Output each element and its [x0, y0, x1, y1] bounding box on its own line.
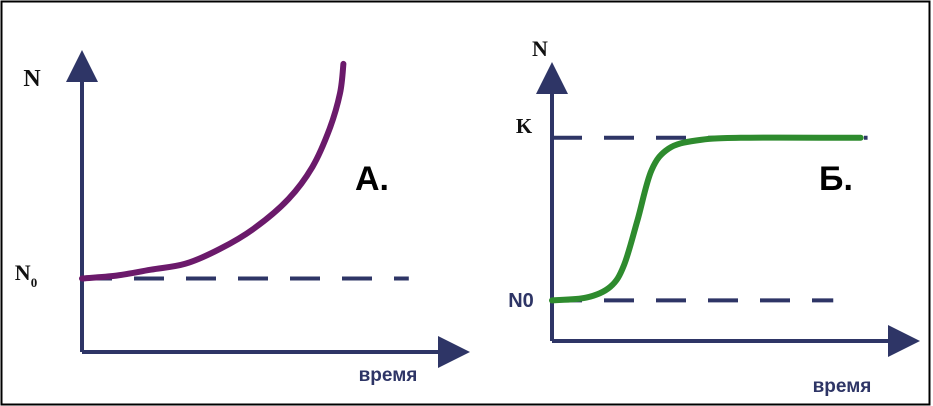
- panel-a: N N0 А. время: [15, 50, 470, 386]
- panel-b-series-line-0: [549, 134, 864, 304]
- panel-b-label: Б.: [819, 160, 853, 198]
- panel-b-y-tick-n0: N0: [508, 290, 534, 312]
- panel-a-label: А.: [355, 160, 389, 198]
- panel-a-series-line-0: [79, 60, 347, 282]
- panel-a-y-tick-n0-base: N: [15, 260, 31, 285]
- panel-a-ylabel: N: [23, 66, 41, 92]
- panel-a-y-tick-n0-subscript: 0: [31, 275, 38, 290]
- panel-b-ylabel: N: [532, 36, 548, 61]
- panel-a-y-tick-n0: N0: [15, 260, 37, 290]
- panel-b-xlabel: время: [813, 376, 872, 397]
- panel-a-xlabel: время: [359, 365, 418, 386]
- panel-b-y-tick-k: K: [516, 114, 533, 138]
- panel-b: N K N0 Б. время: [508, 36, 920, 397]
